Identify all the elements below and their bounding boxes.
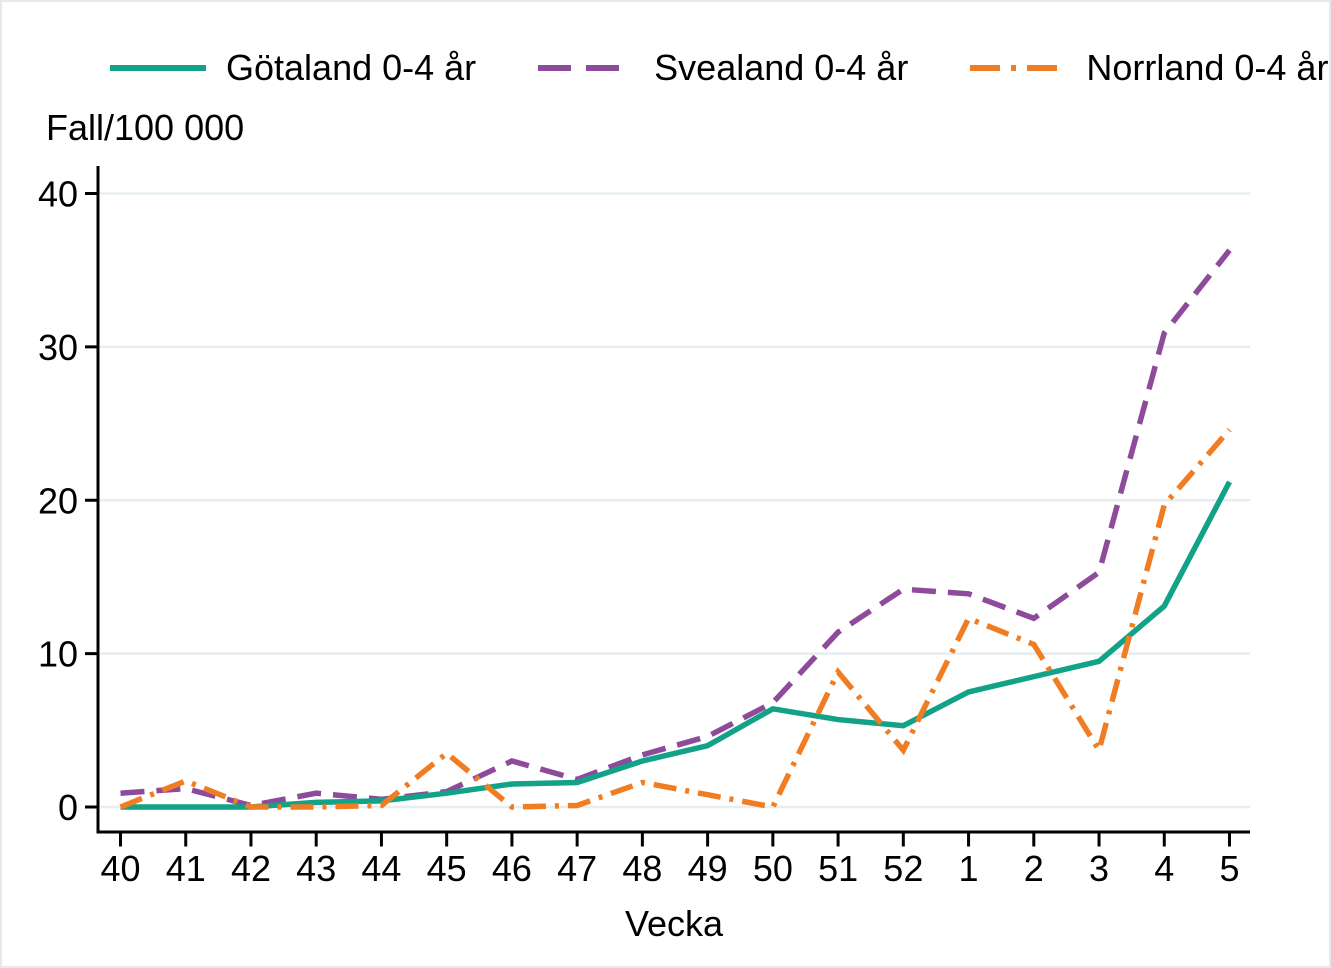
svg-text:40: 40 <box>38 174 78 215</box>
svg-text:2: 2 <box>1024 848 1044 889</box>
legend-line-swatch-icon <box>970 65 1067 71</box>
svg-text:47: 47 <box>557 848 597 889</box>
svg-text:4: 4 <box>1154 848 1174 889</box>
svg-text:45: 45 <box>427 848 467 889</box>
svg-text:1: 1 <box>959 848 979 889</box>
legend-label-gotaland: Götaland 0-4 år <box>226 47 477 88</box>
svg-text:30: 30 <box>38 327 78 368</box>
svg-text:42: 42 <box>231 848 271 889</box>
svg-text:52: 52 <box>883 848 923 889</box>
legend-item-gotaland: Götaland 0-4 år <box>110 50 476 86</box>
svg-text:20: 20 <box>38 480 78 521</box>
y-axis-title: Fall/100 000 <box>46 107 245 148</box>
svg-text:49: 49 <box>688 848 728 889</box>
legend-label-svealand: Svealand 0-4 år <box>654 47 909 88</box>
legend-line-swatch-icon <box>538 65 635 71</box>
svg-text:44: 44 <box>361 848 401 889</box>
legend-label-norrland: Norrland 0-4 år <box>1086 47 1329 88</box>
svg-text:0: 0 <box>58 787 78 828</box>
svg-text:48: 48 <box>622 848 662 889</box>
svg-text:50: 50 <box>753 848 793 889</box>
x-axis-title: Vecka <box>624 903 724 944</box>
legend-item-svealand: Svealand 0-4 år <box>538 50 908 86</box>
svg-text:41: 41 <box>166 848 206 889</box>
svg-text:10: 10 <box>38 634 78 675</box>
svg-text:43: 43 <box>296 848 336 889</box>
svg-text:40: 40 <box>100 848 140 889</box>
legend-item-norrland: Norrland 0-4 år <box>970 50 1328 86</box>
legend-line-swatch-icon <box>110 65 206 71</box>
svg-text:3: 3 <box>1089 848 1109 889</box>
svg-text:46: 46 <box>492 848 532 889</box>
svg-text:51: 51 <box>818 848 858 889</box>
chart-legend: Götaland 0-4 år Svealand 0-4 år Norrland… <box>110 50 1328 86</box>
svg-text:5: 5 <box>1219 848 1239 889</box>
